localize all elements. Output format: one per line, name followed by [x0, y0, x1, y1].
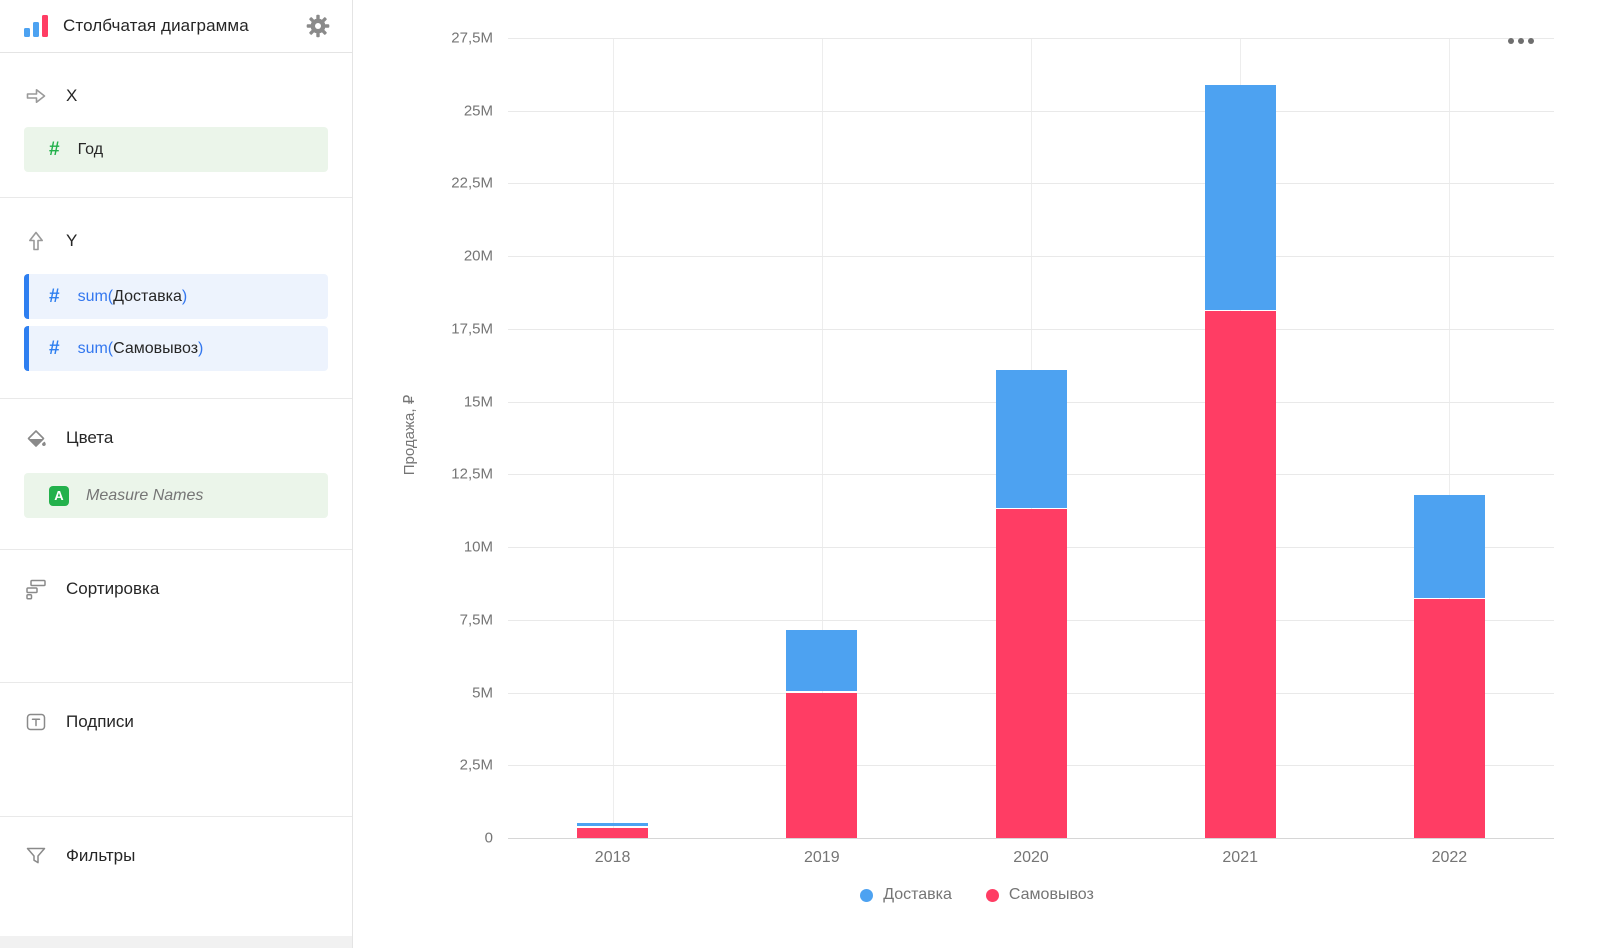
vertical-gridline — [1449, 38, 1451, 838]
legend-label: Самовывоз — [1008, 886, 1094, 903]
arrow-up-icon — [24, 229, 48, 253]
section-x: X # Год — [0, 53, 352, 198]
plot-area: 2018 2019 2020 2021 2022 0 2,5M 5M 7,5M 10M 12,5M 1… — [451, 30, 1554, 866]
section-filters-label: Фильтры — [66, 846, 136, 865]
sidebar-scrollbar[interactable] — [0, 936, 352, 948]
chart-canvas: Продажа, ₽ 2018 2019 2020 2021 2022 0 2,5M 5M 7,… — [354, 0, 1600, 948]
section-filters: Фильтры — [0, 817, 352, 948]
section-y: Y # sum(Доставка) # sum(Самовывоз) — [0, 198, 352, 399]
section-y-label: Y — [66, 231, 78, 250]
field-name-year: Год — [77, 140, 104, 158]
bar-segment-Самовывоз-2019[interactable] — [786, 692, 858, 838]
ellipsis-menu-icon[interactable] — [1508, 38, 1534, 44]
bar-chart-type-icon — [24, 15, 48, 37]
bar-segment-Самовывоз-2022[interactable] — [1413, 599, 1485, 838]
legend-item-Доставка[interactable]: Доставка — [860, 886, 952, 904]
legend-item-Самовывоз[interactable]: Самовывоз — [985, 886, 1094, 904]
horizontal-gridline — [508, 110, 1554, 112]
y-axis-title: Продажа, ₽ — [401, 394, 418, 476]
number-field-icon: # — [49, 139, 60, 160]
paint-bucket-icon — [24, 426, 48, 450]
field-chip-measure-names[interactable]: A Measure Names — [24, 473, 328, 518]
bar-segment-Самовывоз-2020[interactable] — [995, 509, 1067, 838]
y-tick-label: 20M — [463, 247, 493, 265]
vertical-gridline — [821, 38, 823, 838]
legend-dot — [860, 888, 874, 902]
x-tick-label: 2018 — [594, 849, 631, 866]
field-chip-sum-pickup[interactable]: # sum(Самовывоз) — [24, 326, 328, 371]
number-field-icon: # — [49, 338, 60, 359]
y-tick-label: 7,5M — [459, 611, 493, 629]
field-name-sum-delivery: sum(Доставка) — [77, 287, 188, 305]
section-colors: Цвета A Measure Names — [0, 399, 352, 550]
chart-legend: Доставка Самовывоз — [354, 886, 1600, 904]
field-name-sum-pickup: sum(Самовывоз) — [77, 339, 204, 357]
y-tick-label: 2,5M — [459, 756, 493, 774]
text-label-icon — [24, 710, 48, 734]
field-chip-year[interactable]: # Год — [24, 127, 328, 172]
y-tick-label: 17,5M — [451, 320, 493, 338]
bar-segment-Доставка-2021[interactable] — [1204, 84, 1276, 310]
section-labels-label: Подписи — [66, 712, 134, 731]
section-x-label: X — [66, 86, 78, 105]
horizontal-gridline — [508, 328, 1554, 330]
chart-type-title: Столбчатая диаграмма — [63, 16, 249, 35]
x-tick-label: 2022 — [1431, 849, 1468, 866]
bar-segment-Доставка-2018[interactable] — [577, 823, 649, 827]
bar-segment-Доставка-2020[interactable] — [995, 369, 1067, 508]
bar-segment-Самовывоз-2021[interactable] — [1204, 311, 1276, 838]
number-field-icon: # — [49, 286, 60, 307]
y-tick-label: 10M — [463, 538, 493, 556]
legend-dot — [985, 888, 999, 902]
attribute-field-icon: A — [49, 485, 69, 506]
section-sorting-label: Сортировка — [66, 579, 160, 598]
horizontal-gridline — [508, 38, 1554, 39]
arrow-right-icon — [24, 84, 48, 108]
horizontal-gridline — [508, 256, 1554, 258]
section-colors-label: Цвета — [66, 428, 114, 447]
bar-segment-Самовывоз-2018[interactable] — [577, 827, 649, 838]
y-tick-label: 15M — [463, 393, 493, 411]
y-tick-label: 5M — [472, 684, 493, 702]
x-tick-label: 2021 — [1222, 849, 1258, 866]
vertical-gridline — [612, 38, 614, 838]
section-sorting: Сортировка — [0, 550, 352, 683]
bar-segment-Доставка-2019[interactable] — [786, 630, 858, 692]
funnel-icon — [24, 844, 48, 868]
field-chip-sum-delivery[interactable]: # sum(Доставка) — [24, 274, 328, 319]
y-tick-label: 0 — [484, 829, 493, 847]
horizontal-gridline — [508, 838, 1554, 839]
bar-segment-Доставка-2022[interactable] — [1413, 494, 1485, 598]
sort-bars-icon — [24, 577, 48, 601]
y-tick-label: 27,5M — [451, 29, 493, 47]
y-tick-label: 12,5M — [451, 465, 493, 483]
section-labels: Подписи — [0, 683, 352, 817]
y-tick-label: 22,5M — [451, 174, 493, 192]
legend-label: Доставка — [883, 886, 952, 903]
config-sidebar: Столбчатая диаграмма — [0, 0, 353, 948]
x-tick-label: 2019 — [804, 849, 840, 866]
horizontal-gridline — [508, 183, 1554, 185]
x-tick-label: 2020 — [1013, 849, 1049, 866]
y-tick-label: 25M — [463, 102, 493, 120]
sidebar-header: Столбчатая диаграмма — [0, 0, 352, 53]
gear-icon[interactable] — [306, 14, 330, 38]
field-name-measure-names: Measure Names — [86, 486, 204, 504]
